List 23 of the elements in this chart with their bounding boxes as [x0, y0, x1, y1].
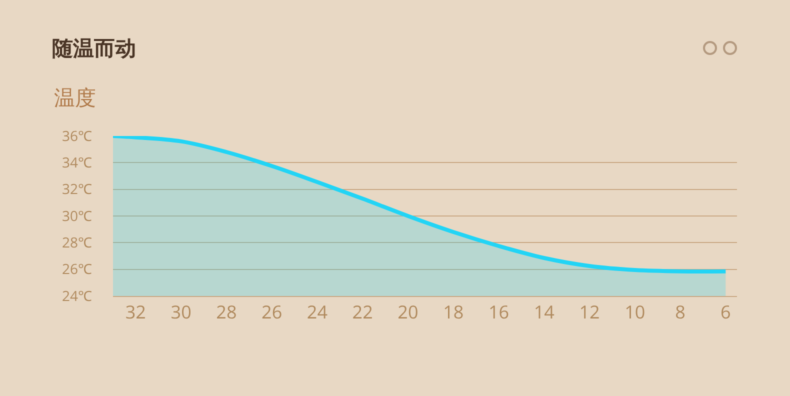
x-tick-label: 16 [488, 300, 510, 325]
x-tick-label: 22 [352, 300, 373, 325]
x-tick-label: 6 [720, 300, 731, 325]
x-tick-label: 24 [306, 300, 328, 325]
x-tick-label: 12 [579, 300, 600, 325]
x-tick-label: 10 [624, 300, 646, 325]
y-tick-label: 30℃ [62, 206, 92, 226]
x-tick-label: 20 [398, 300, 418, 325]
x-tick-label: 18 [443, 300, 464, 325]
y-tick-label: 36℃ [62, 126, 92, 146]
x-tick-label: 28 [216, 300, 237, 325]
x-tick-label: 8 [675, 300, 686, 325]
x-tick-label: 30 [170, 300, 192, 325]
y-tick-label: 28℃ [62, 234, 92, 253]
y-tick-label: 26℃ [62, 260, 92, 280]
y-axis-title: 温度 [54, 84, 96, 112]
x-tick-label: 14 [534, 300, 554, 325]
x-tick-label: 26 [262, 300, 282, 325]
x-tick-label: 32 [125, 300, 146, 325]
y-tick-label: 24℃ [62, 286, 92, 306]
y-tick-label: 34℃ [62, 154, 92, 173]
chart-title: 随温而动 [52, 34, 136, 62]
y-tick-label: 32℃ [62, 180, 92, 200]
